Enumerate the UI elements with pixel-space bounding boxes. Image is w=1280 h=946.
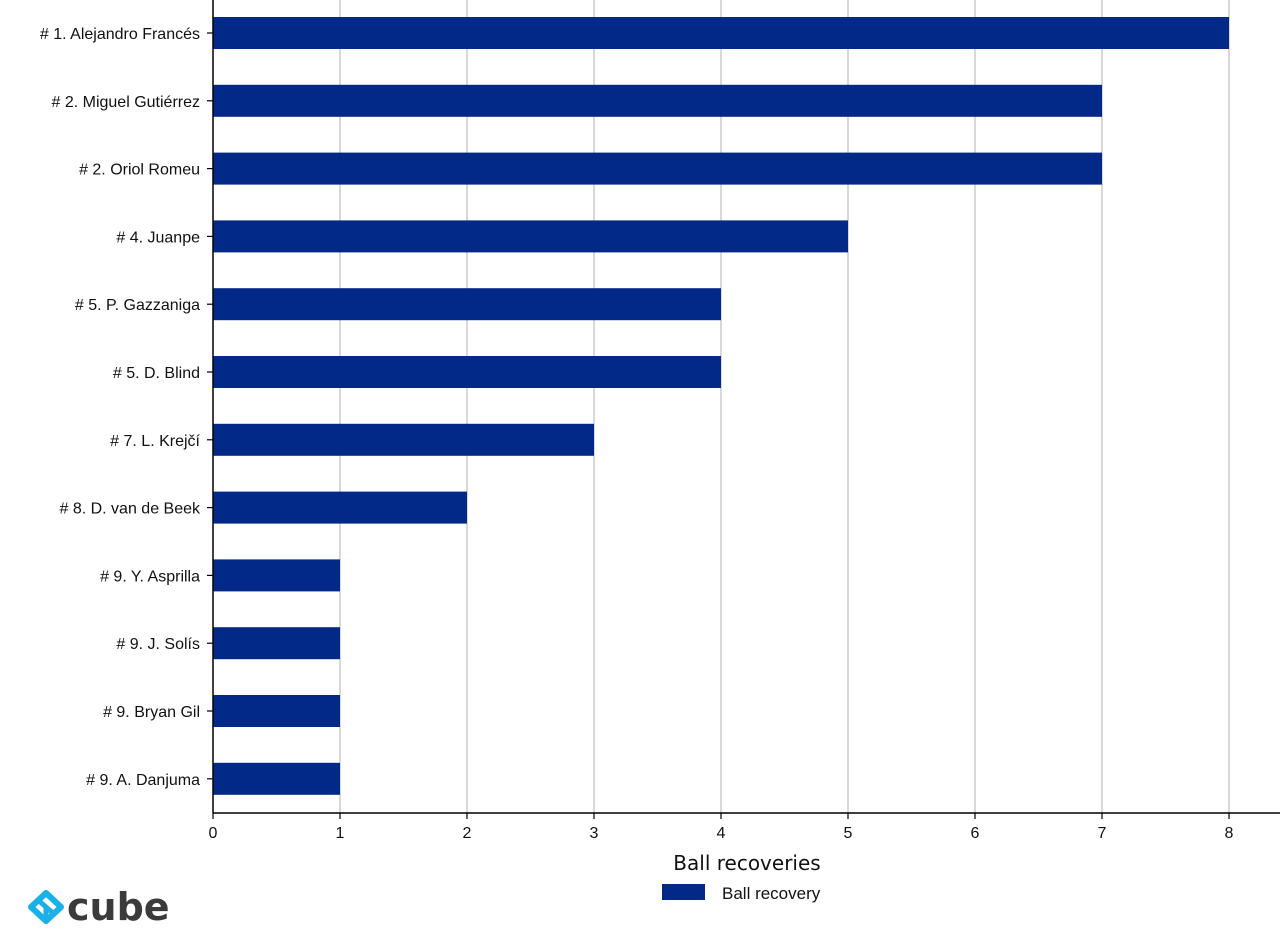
- cube-logo: cube: [28, 885, 170, 929]
- bar: [213, 491, 467, 524]
- category-label: # 1. Alejandro Francés: [40, 26, 200, 43]
- x-tick-label: 4: [717, 825, 726, 842]
- x-tick-label: 0: [209, 825, 218, 842]
- category-label: # 9. A. Danjuma: [86, 772, 200, 789]
- category-label: # 9. J. Solís: [116, 636, 200, 653]
- category-label: # 5. D. Blind: [113, 365, 200, 382]
- category-label: # 7. L. Krejčí: [110, 433, 200, 450]
- bar: [213, 84, 1102, 117]
- bar: [213, 627, 340, 660]
- category-label: # 5. P. Gazzaniga: [75, 297, 200, 314]
- category-labels: # 1. Alejandro Francés # 2. Miguel Gutiér…: [40, 26, 213, 789]
- axes: [212, 0, 1280, 814]
- legend-swatch: [662, 884, 705, 900]
- category-label: # 2. Miguel Gutiérrez: [51, 94, 200, 111]
- bar: [213, 220, 848, 253]
- x-tick-label: 1: [336, 825, 345, 842]
- x-axis-title: Ball recoveries: [673, 851, 820, 875]
- x-tick-label: 5: [844, 825, 853, 842]
- bar: [213, 152, 1102, 185]
- x-tick-label: 6: [971, 825, 980, 842]
- category-label: # 9. Y. Asprilla: [100, 568, 200, 585]
- category-label: # 9. Bryan Gil: [103, 704, 200, 721]
- bar: [213, 423, 594, 456]
- bar: [213, 559, 340, 592]
- x-tick-label: 2: [463, 825, 472, 842]
- grid-lines: [339, 0, 1230, 813]
- legend: Ball recovery: [662, 884, 821, 903]
- category-label: # 8. D. van de Beek: [59, 501, 201, 518]
- x-ticks: 0 1 2 3 4 5 6 7 8: [209, 813, 1234, 842]
- category-label: # 4. Juanpe: [116, 229, 200, 246]
- x-tick-label: 3: [590, 825, 599, 842]
- bars: [213, 17, 1229, 795]
- legend-label: Ball recovery: [722, 884, 821, 903]
- cube-logo-icon: [28, 890, 64, 924]
- bar: [213, 762, 340, 795]
- category-label: # 2. Oriol Romeu: [79, 162, 200, 179]
- bar: [213, 288, 721, 321]
- cube-logo-text: cube: [67, 885, 170, 929]
- x-tick-label: 8: [1225, 825, 1234, 842]
- bar: [213, 356, 721, 388]
- bar: [213, 17, 1229, 49]
- x-tick-label: 7: [1098, 825, 1107, 842]
- bar: [213, 695, 340, 727]
